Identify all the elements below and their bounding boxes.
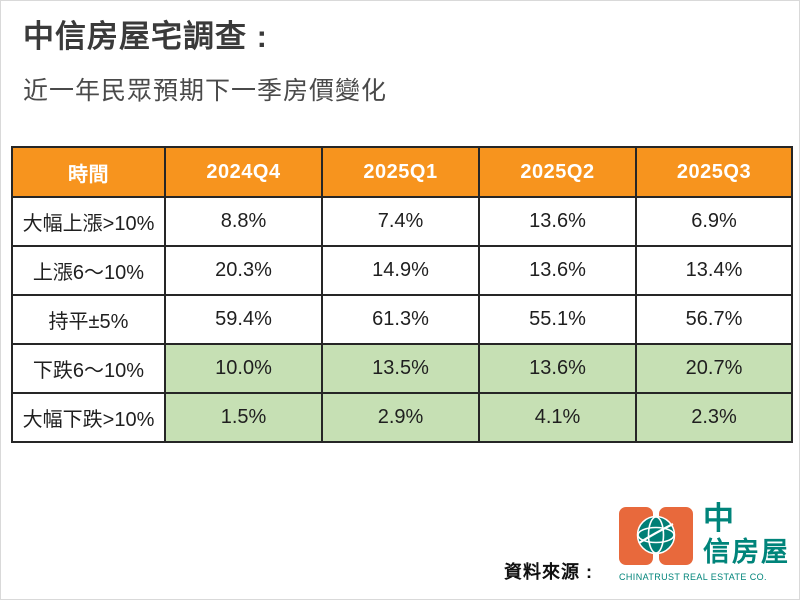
table-cell: 56.7% (635, 294, 793, 345)
table-cell: 13.6% (478, 245, 637, 296)
logo-cn-line1: 中 (703, 501, 734, 536)
header-cell-2025q2: 2025Q2 (478, 146, 637, 198)
table-cell: 20.3% (164, 245, 323, 296)
header-cell-time: 時間 (11, 146, 166, 198)
row-label-cell: 持平±5% (11, 294, 166, 345)
table-cell-highlighted: 4.1% (478, 392, 637, 443)
table-cell: 55.1% (478, 294, 637, 345)
survey-table: 時間 2024Q4 2025Q1 2025Q2 2025Q3 大幅上漲>10% … (11, 146, 793, 443)
table-cell: 6.9% (635, 196, 793, 247)
row-label-cell: 下跌6～10% (11, 343, 166, 394)
header-cell-2025q1: 2025Q1 (321, 146, 480, 198)
table-cell: 13.4% (635, 245, 793, 296)
data-source-label: 資料來源 : (504, 562, 593, 582)
row-label-cell: 大幅下跌>10% (11, 392, 166, 443)
chinatrust-logo-icon (619, 507, 693, 565)
header-row: 時間 2024Q4 2025Q1 2025Q2 2025Q3 (11, 146, 793, 198)
header-cell-2024q4: 2024Q4 (164, 146, 323, 198)
table-cell: 61.3% (321, 294, 480, 345)
table-row-big-rise: 大幅上漲>10% 8.8% 7.4% 13.6% 6.9% (11, 196, 793, 247)
header-cell-2025q3: 2025Q3 (635, 146, 793, 198)
table-row-flat: 持平±5% 59.4% 61.3% 55.1% 56.7% (11, 294, 793, 345)
table-cell: 8.8% (164, 196, 323, 247)
table-cell: 59.4% (164, 294, 323, 345)
table-cell-highlighted: 10.0% (164, 343, 323, 394)
table-cell-highlighted: 13.6% (478, 343, 637, 394)
logo-cn-line2: 信房屋 (703, 537, 790, 567)
table-cell-highlighted: 20.7% (635, 343, 793, 394)
table-row-fall: 下跌6～10% 10.0% 13.5% 13.6% 20.7% (11, 343, 793, 394)
row-label-cell: 上漲6～10% (11, 245, 166, 296)
table-cell: 14.9% (321, 245, 480, 296)
table-row-big-fall: 大幅下跌>10% 1.5% 2.9% 4.1% 2.3% (11, 392, 793, 443)
page-subtitle: 近一年民眾預期下一季房價變化 (23, 77, 388, 105)
logo-tagline: CHINATRUST REAL ESTATE CO. (619, 572, 767, 582)
table-cell: 13.6% (478, 196, 637, 247)
logo-chinese-text: 中 信房屋 (703, 503, 790, 566)
table-cell: 7.4% (321, 196, 480, 247)
table-row-rise: 上漲6～10% 20.3% 14.9% 13.6% 13.4% (11, 245, 793, 296)
table-cell-highlighted: 2.3% (635, 392, 793, 443)
row-label-cell: 大幅上漲>10% (11, 196, 166, 247)
table-cell-highlighted: 1.5% (164, 392, 323, 443)
page-title: 中信房屋宅調查 : (23, 19, 268, 54)
chinatrust-real-estate-logo: 中 信房屋 CHINATRUST REAL ESTATE CO. (619, 503, 794, 597)
table-cell-highlighted: 2.9% (321, 392, 480, 443)
table-cell-highlighted: 13.5% (321, 343, 480, 394)
